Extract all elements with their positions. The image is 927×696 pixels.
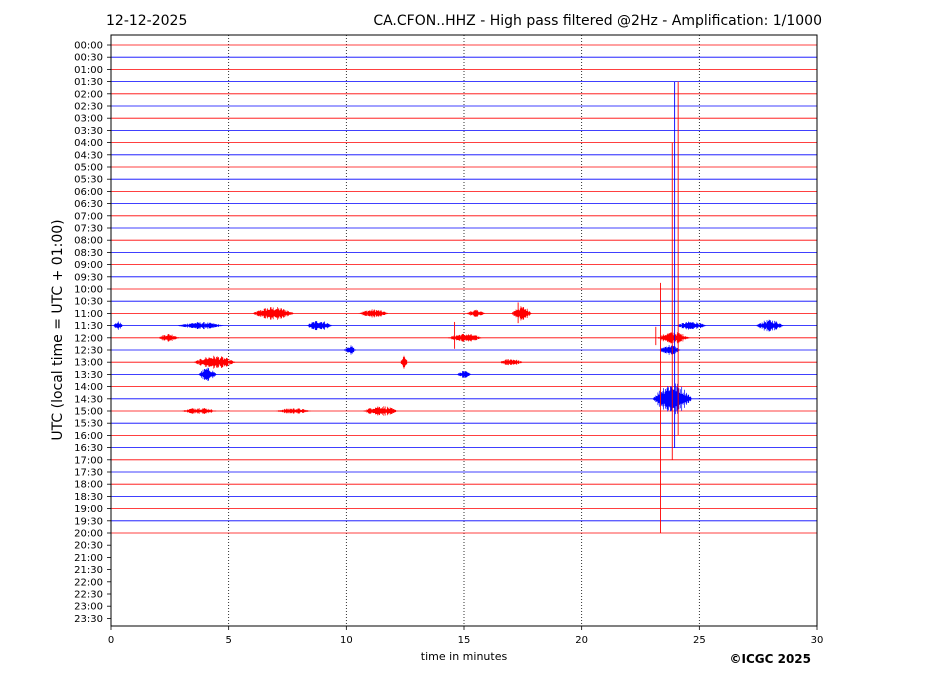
y-tick-label: 03:00 (74, 114, 103, 125)
burst-trace (756, 319, 785, 332)
y-tick-label: 21:00 (74, 553, 103, 564)
y-tick-label: 02:30 (74, 102, 103, 113)
burst-trace (252, 307, 295, 320)
burst-trace (276, 408, 312, 414)
burst-trace (457, 371, 472, 378)
seismic-events (113, 81, 785, 533)
y-tick-label: 22:00 (74, 577, 103, 588)
y-tick-label: 21:30 (74, 565, 103, 576)
y-tick-label: 10:00 (74, 285, 103, 296)
y-tick-label: 16:00 (74, 431, 103, 442)
header-date: 12-12-2025 (106, 13, 187, 29)
burst-trace (193, 355, 236, 369)
y-tick-label: 08:30 (74, 248, 103, 259)
vertical-grid (228, 35, 700, 626)
y-tick-label: 11:30 (74, 321, 103, 332)
y-tick-label: 09:30 (74, 272, 103, 283)
y-tick-label: 13:30 (74, 370, 103, 381)
y-tick-label: 15:30 (74, 419, 103, 430)
y-tick-label: 01:30 (74, 77, 103, 88)
seismic-traces (111, 44, 817, 534)
y-tick-label: 20:00 (74, 529, 103, 540)
burst-trace (511, 306, 533, 321)
burst-trace (363, 406, 399, 416)
y-tick-label: 10:30 (74, 297, 103, 308)
y-tick-label: 19:00 (74, 504, 103, 515)
y-tick-label: 15:00 (74, 407, 103, 418)
burst-trace (181, 408, 217, 414)
y-tick-label: 23:00 (74, 602, 103, 613)
burst-trace (400, 355, 408, 369)
y-tick-label: 23:30 (74, 614, 103, 625)
burst-trace (659, 345, 681, 355)
x-tick-label: 20 (575, 635, 588, 646)
y-tick-label: 07:00 (74, 211, 103, 222)
y-tick-label: 16:30 (74, 443, 103, 454)
x-tick-label: 0 (108, 635, 114, 646)
burst-trace (499, 359, 523, 366)
y-tick-label: 11:00 (74, 309, 103, 320)
burst-trace (358, 309, 389, 318)
y-tick-label: 01:00 (74, 65, 103, 76)
y-tick-label: 17:30 (74, 468, 103, 479)
x-tick-label: 15 (458, 635, 471, 646)
burst-trace (177, 322, 224, 330)
x-tick-labels: 0 5 10 15 20 25 30 (108, 626, 824, 646)
x-axis-label: time in minutes (421, 650, 508, 663)
y-tick-label: 09:00 (74, 260, 103, 271)
y-tick-label: 12:00 (74, 333, 103, 344)
copyright-text: ©ICGC 2025 (729, 652, 811, 666)
y-tick-label: 06:30 (74, 199, 103, 210)
burst-trace (344, 345, 356, 355)
y-tick-label: 17:00 (74, 455, 103, 466)
burst-trace (447, 333, 483, 342)
burst-trace (657, 332, 690, 344)
y-tick-label: 06:00 (74, 187, 103, 198)
burst-trace (466, 309, 485, 317)
x-tick-label: 10 (340, 635, 353, 646)
y-tick-label: 04:00 (74, 138, 103, 149)
burst-trace (306, 321, 332, 331)
y-tick-label: 04:30 (74, 150, 103, 161)
y-tick-label: 07:30 (74, 224, 103, 235)
y-tick-label: 18:30 (74, 492, 103, 503)
chart-title: CA.CFON..HHZ - High pass filtered @2Hz -… (373, 13, 822, 29)
burst-trace (676, 321, 707, 330)
y-tick-label: 08:00 (74, 236, 103, 247)
y-tick-label: 12:30 (74, 346, 103, 357)
y-tick-label: 13:00 (74, 358, 103, 369)
y-tick-label: 02:00 (74, 89, 103, 100)
y-tick-label: 22:30 (74, 590, 103, 601)
y-tick-label: 14:30 (74, 394, 103, 405)
burst-trace (113, 321, 123, 330)
x-tick-label: 30 (811, 635, 824, 646)
y-tick-label: 20:30 (74, 541, 103, 552)
x-tick-label: 5 (225, 635, 231, 646)
x-tick-label: 25 (693, 635, 706, 646)
y-tick-label: 14:00 (74, 382, 103, 393)
y-tick-label: 00:30 (74, 53, 103, 64)
y-tick-label: 05:00 (74, 163, 103, 174)
y-tick-label: 18:00 (74, 480, 103, 491)
burst-trace (158, 334, 179, 342)
burst-trace (198, 367, 217, 381)
y-tick-label: 05:30 (74, 175, 103, 186)
plot-frame (110, 34, 818, 627)
y-axis-label: UTC (local time = UTC + 01:00) (50, 219, 66, 440)
y-tick-label: 03:30 (74, 126, 103, 137)
y-tick-label: 19:30 (74, 516, 103, 527)
y-tick-label: 00:00 (74, 41, 103, 52)
